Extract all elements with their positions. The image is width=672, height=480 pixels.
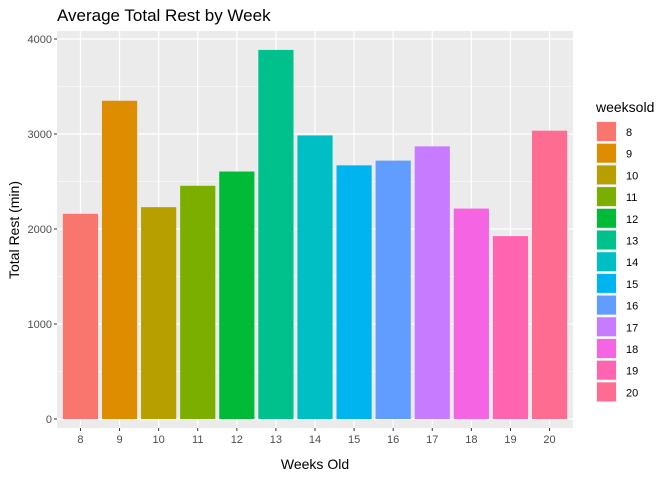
bar-week-13 xyxy=(258,49,294,420)
x-tick-label: 20 xyxy=(543,434,555,446)
y-axis-title: Total Rest (min) xyxy=(6,181,22,279)
legend-swatch xyxy=(597,122,616,141)
legend-item: 9 xyxy=(596,142,632,164)
x-axis: 8 9 10 11 12 13 14 15 16 17 18 19 20 xyxy=(77,428,556,446)
bar-week-17 xyxy=(414,146,450,419)
x-tick-label: 17 xyxy=(426,434,438,446)
legend-label: 18 xyxy=(626,344,638,356)
legend-item: 17 xyxy=(596,316,638,338)
legend-label: 14 xyxy=(626,257,638,269)
legend-label: 20 xyxy=(626,387,638,399)
x-tick-label: 14 xyxy=(309,434,321,446)
bar-week-16 xyxy=(375,160,411,419)
legend-swatch xyxy=(597,339,616,358)
legend-swatch xyxy=(597,230,616,250)
legend-swatch xyxy=(597,382,616,402)
legend-item: 10 xyxy=(596,164,638,186)
legend-item: 8 xyxy=(596,121,632,142)
bar-week-15 xyxy=(336,165,372,419)
y-axis: 0 1000 2000 3000 4000 xyxy=(28,34,57,426)
legend-item: 16 xyxy=(596,294,638,316)
legend-swatch xyxy=(597,360,616,380)
legend-label: 10 xyxy=(626,170,638,182)
x-tick-label: 8 xyxy=(77,434,83,446)
legend-item: 15 xyxy=(596,272,638,294)
x-tick-label: 15 xyxy=(348,434,360,446)
x-tick-label: 19 xyxy=(504,434,516,446)
legend-label: 11 xyxy=(626,192,637,204)
legend-label: 19 xyxy=(626,366,638,378)
legend-item: 11 xyxy=(596,186,637,208)
chart-title: Average Total Rest by Week xyxy=(57,6,271,25)
x-axis-title: Weeks Old xyxy=(281,456,349,472)
legend-label: 17 xyxy=(626,322,638,334)
x-tick-label: 11 xyxy=(192,434,203,446)
legend-swatch xyxy=(597,273,616,293)
x-tick-label: 9 xyxy=(116,434,122,446)
legend-item: 19 xyxy=(596,359,638,381)
legend-item: 12 xyxy=(596,207,638,229)
legend-label: 12 xyxy=(626,214,638,226)
x-tick-label: 16 xyxy=(387,434,399,446)
x-tick-label: 12 xyxy=(231,434,243,446)
legend: 8 9 10 11 12 13 14 15 16 17 18 19 20 xyxy=(596,121,638,403)
bar-week-20 xyxy=(531,130,568,420)
legend-swatch xyxy=(597,165,616,185)
bar-week-10 xyxy=(141,207,177,419)
y-tick-label: 2000 xyxy=(28,224,52,236)
x-tick-label: 10 xyxy=(153,434,165,446)
legend-label: 9 xyxy=(626,149,632,161)
bar-week-19 xyxy=(492,236,529,419)
bar-week-9 xyxy=(101,100,138,419)
legend-swatch xyxy=(597,143,616,163)
legend-title: weeksold xyxy=(595,99,654,115)
bar-week-8 xyxy=(62,213,99,419)
legend-label: 13 xyxy=(626,236,638,248)
y-tick-label: 0 xyxy=(46,414,52,426)
legend-label: 15 xyxy=(626,279,638,291)
x-tick-label: 18 xyxy=(465,434,477,446)
legend-swatch xyxy=(597,187,616,207)
legend-item: 18 xyxy=(596,338,638,359)
bar-week-18 xyxy=(453,208,489,419)
bar-week-14 xyxy=(297,135,333,420)
bar-week-11 xyxy=(180,185,216,419)
legend-item: 13 xyxy=(596,229,638,251)
legend-item: 14 xyxy=(596,251,638,273)
legend-swatch xyxy=(597,317,616,337)
legend-label: 16 xyxy=(626,301,638,313)
y-tick-label: 1000 xyxy=(28,319,52,331)
legend-swatch xyxy=(597,208,616,228)
bar-week-12 xyxy=(219,171,255,419)
bars xyxy=(62,49,568,420)
x-tick-label: 13 xyxy=(270,434,282,446)
legend-swatch xyxy=(597,295,616,315)
legend-label: 8 xyxy=(626,127,632,139)
y-tick-label: 3000 xyxy=(28,129,52,141)
legend-item: 20 xyxy=(596,381,638,403)
legend-swatch xyxy=(597,252,616,272)
y-tick-label: 4000 xyxy=(28,34,52,46)
